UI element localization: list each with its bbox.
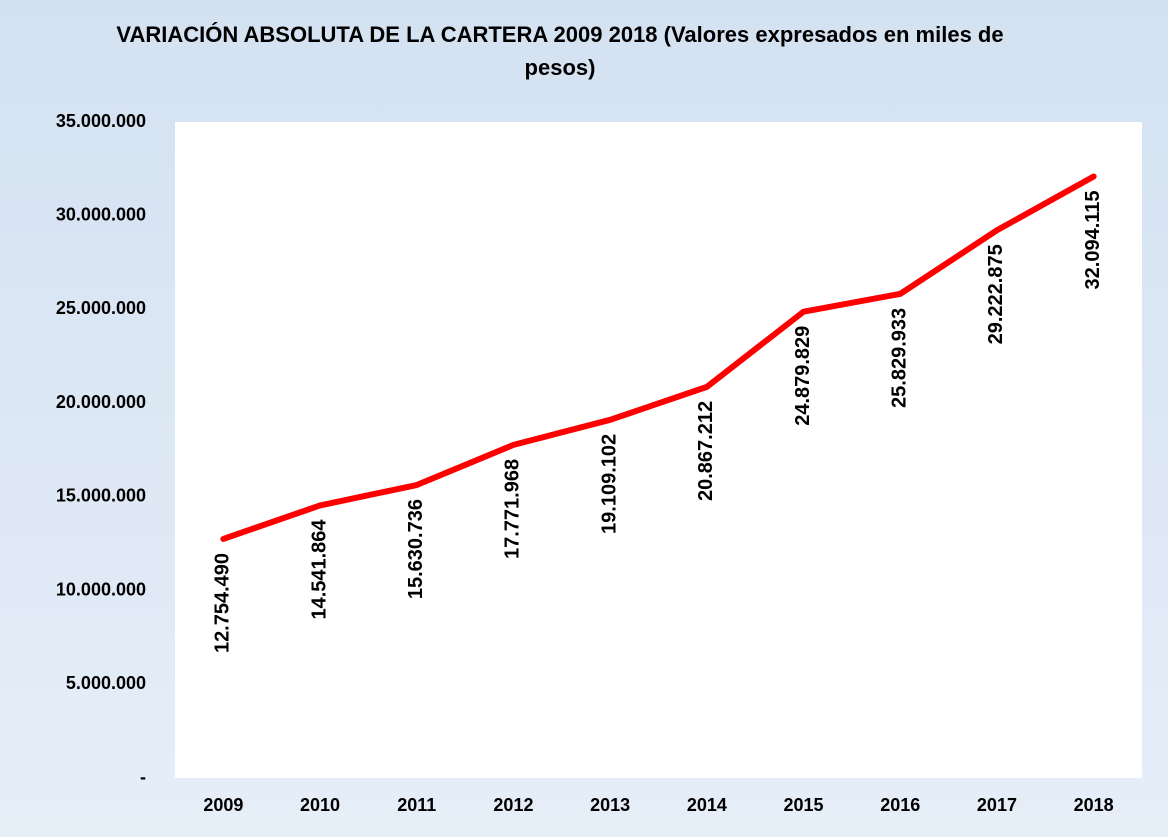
plot-area xyxy=(175,122,1142,778)
y-tick-label: 20.000.000 xyxy=(56,392,146,412)
data-label: 15.630.736 xyxy=(405,499,427,599)
x-tick-label: 2018 xyxy=(1074,795,1114,815)
x-tick-label: 2014 xyxy=(687,795,727,815)
x-tick-label: 2012 xyxy=(493,795,533,815)
y-tick-label: 35.000.000 xyxy=(56,111,146,131)
data-label: 17.771.968 xyxy=(502,459,524,559)
y-tick-label: 30.000.000 xyxy=(56,204,146,224)
x-tick-label: 2017 xyxy=(977,795,1017,815)
data-label: 25.829.933 xyxy=(889,308,911,408)
line xyxy=(220,173,1097,542)
y-tick-label: 15.000.000 xyxy=(56,486,146,506)
x-tick-label: 2011 xyxy=(397,795,436,815)
y-tick-label: 10.000.000 xyxy=(56,579,146,599)
x-tick-label: 2013 xyxy=(590,795,630,815)
x-tick-label: 2010 xyxy=(300,795,340,815)
x-tick-label: 2016 xyxy=(880,795,920,815)
x-tick-label: 2009 xyxy=(203,795,243,815)
data-label: 29.222.875 xyxy=(985,244,1007,344)
chart-title: VARIACIÓN ABSOLUTA DE LA CARTERA 2009 20… xyxy=(116,22,1004,80)
data-label: 24.879.829 xyxy=(792,326,814,426)
data-label: 12.754.490 xyxy=(212,553,234,653)
x-tick-label: 2015 xyxy=(784,795,824,815)
y-tick-label: - xyxy=(140,767,146,787)
data-label: 19.109.102 xyxy=(598,434,620,534)
y-tick-label: 5.000.000 xyxy=(66,673,146,693)
y-tick-label: 25.000.000 xyxy=(56,298,146,318)
data-label: 14.541.864 xyxy=(308,519,330,620)
data-label: 20.867.212 xyxy=(695,401,717,501)
data-label: 32.094.115 xyxy=(1082,190,1104,289)
